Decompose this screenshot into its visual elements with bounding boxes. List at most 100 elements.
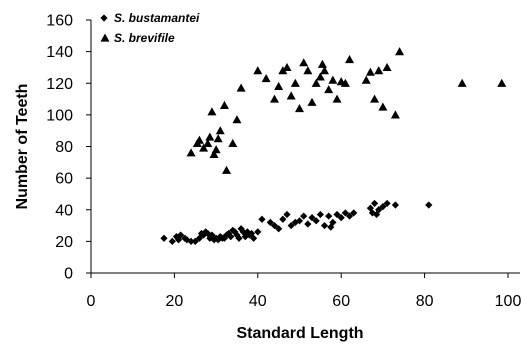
point-bustamantei	[312, 217, 320, 225]
point-brevifile	[328, 75, 338, 84]
point-bustamantei	[370, 199, 379, 208]
point-brevifile	[211, 145, 221, 154]
x-tick-label: 100	[495, 293, 522, 310]
data-points	[160, 47, 507, 245]
point-bustamantei	[283, 210, 291, 219]
x-tick-label: 80	[416, 293, 434, 310]
point-brevifile	[457, 78, 467, 87]
point-bustamantei	[341, 209, 349, 217]
point-bustamantei	[291, 218, 299, 226]
point-bustamantei	[270, 221, 279, 230]
y-tick-label: 160	[46, 13, 73, 30]
y-tick-label: 20	[55, 234, 73, 251]
point-bustamantei	[227, 233, 235, 241]
point-brevifile	[378, 102, 388, 111]
point-brevifile	[286, 91, 296, 100]
point-bustamantei	[320, 221, 329, 230]
point-bustamantei	[191, 237, 199, 245]
point-brevifile	[228, 138, 238, 147]
point-bustamantei	[187, 237, 195, 245]
y-tick-label: 0	[64, 266, 73, 283]
y-axis-title: Number of Teeth	[14, 84, 31, 210]
point-bustamantei	[235, 234, 243, 242]
x-ticks: 0 20 40 60 80 100	[87, 273, 522, 310]
point-brevifile	[340, 78, 350, 87]
y-tick-label: 40	[55, 202, 73, 219]
point-bustamantei	[300, 212, 308, 220]
legend-item-brevifile: S. brevifile	[100, 31, 175, 45]
point-bustamantei	[368, 209, 377, 217]
point-brevifile	[215, 126, 225, 135]
legend-marker-triangle-icon	[100, 33, 110, 42]
point-bustamantei	[337, 214, 345, 222]
point-brevifile	[390, 110, 400, 119]
point-brevifile	[282, 62, 292, 72]
legend-label-brevifile: S. brevifile	[114, 31, 175, 45]
point-brevifile	[253, 66, 263, 75]
point-brevifile	[199, 143, 209, 152]
point-bustamantei	[177, 231, 185, 239]
y-tick-label: 60	[55, 171, 73, 188]
point-bustamantei	[325, 212, 333, 220]
point-brevifile	[203, 138, 213, 147]
point-brevifile	[395, 47, 405, 56]
point-brevifile	[213, 134, 223, 143]
point-bustamantei	[327, 223, 335, 231]
legend-item-bustamantei: S. bustamantei	[100, 11, 200, 25]
point-brevifile	[236, 83, 246, 92]
point-brevifile	[311, 78, 321, 87]
point-bustamantei	[379, 202, 387, 211]
point-brevifile	[320, 66, 330, 75]
point-bustamantei	[329, 218, 337, 226]
point-brevifile	[274, 81, 284, 91]
point-brevifile	[317, 59, 327, 68]
legend-marker-diamond-icon	[100, 14, 108, 22]
point-bustamantei	[168, 237, 176, 245]
point-brevifile	[261, 74, 271, 83]
point-brevifile	[186, 148, 196, 157]
point-brevifile	[207, 107, 217, 116]
point-bustamantei	[373, 210, 381, 219]
y-tick-label: 80	[55, 139, 73, 156]
point-brevifile	[303, 66, 313, 75]
point-brevifile	[222, 165, 232, 174]
point-brevifile	[205, 132, 215, 141]
point-brevifile	[324, 85, 334, 94]
y-tick-label: 100	[46, 107, 73, 124]
point-bustamantei	[375, 206, 383, 214]
point-brevifile	[497, 78, 507, 87]
point-bustamantei	[345, 212, 354, 220]
point-bustamantei	[304, 220, 312, 228]
point-bustamantei	[250, 234, 258, 242]
point-brevifile	[374, 66, 384, 75]
point-bustamantei	[333, 210, 341, 219]
point-brevifile	[332, 94, 342, 103]
point-brevifile	[307, 97, 317, 106]
point-bustamantei	[316, 210, 324, 219]
legend: S. bustamantei S. brevifile	[100, 11, 200, 45]
x-tick-label: 60	[332, 293, 350, 310]
point-bustamantei	[308, 214, 316, 222]
point-brevifile	[290, 78, 300, 87]
point-bustamantei	[295, 217, 304, 225]
point-bustamantei	[383, 199, 391, 208]
x-axis-title: Standard Length	[236, 325, 363, 342]
point-brevifile	[315, 72, 325, 81]
point-brevifile	[295, 104, 304, 113]
point-brevifile	[232, 115, 242, 124]
point-bustamantei	[287, 221, 295, 230]
legend-label-bustamantei: S. bustamantei	[114, 11, 200, 25]
x-tick-label: 40	[249, 293, 267, 310]
axes	[90, 20, 520, 274]
x-tick-label: 20	[166, 293, 184, 310]
point-brevifile	[345, 55, 355, 64]
point-brevifile	[382, 62, 392, 72]
point-bustamantei	[275, 225, 283, 233]
point-brevifile	[361, 75, 371, 84]
point-bustamantei	[160, 234, 168, 242]
point-brevifile	[209, 149, 219, 159]
x-tick-label: 0	[87, 293, 96, 310]
point-brevifile	[370, 94, 380, 103]
point-brevifile	[219, 100, 229, 109]
point-bustamantei	[266, 218, 274, 226]
